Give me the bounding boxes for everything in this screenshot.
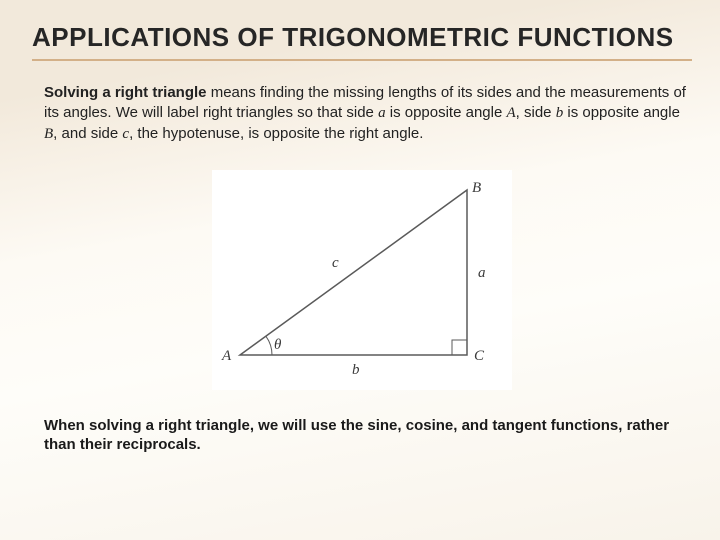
intro-paragraph: Solving a right triangle means finding t… <box>32 83 692 144</box>
triangle-label-C: C <box>474 348 484 365</box>
intro-part4: is opposite angle <box>563 104 680 121</box>
slide-title: APPLICATIONS OF TRIGONOMETRIC FUNCTIONS <box>32 22 692 61</box>
triangle-label-theta: θ <box>274 337 281 354</box>
triangle-label-b: b <box>352 362 360 379</box>
intro-part6: , the hypotenuse, is opposite the right … <box>129 125 423 142</box>
intro-part5: , and side <box>53 125 122 142</box>
intro-B: B <box>44 126 53 142</box>
intro-part2: is opposite angle <box>386 104 507 121</box>
slide: APPLICATIONS OF TRIGONOMETRIC FUNCTIONS … <box>0 0 720 540</box>
intro-part3: , side <box>516 104 556 121</box>
triangle-label-a: a <box>478 265 486 282</box>
figure-container: A B Ca b c θ <box>32 170 692 390</box>
intro-lead: Solving a right triangle <box>44 84 207 101</box>
closing-paragraph: When solving a right triangle, we will u… <box>32 416 672 455</box>
right-triangle-figure: A B Ca b c θ <box>212 170 512 390</box>
triangle-label-A: A <box>222 348 231 365</box>
intro-a: a <box>378 105 386 121</box>
triangle-label-B: B <box>472 180 481 197</box>
triangle-svg <box>212 170 512 390</box>
intro-A: A <box>506 105 515 121</box>
triangle-label-c: c <box>332 255 339 272</box>
